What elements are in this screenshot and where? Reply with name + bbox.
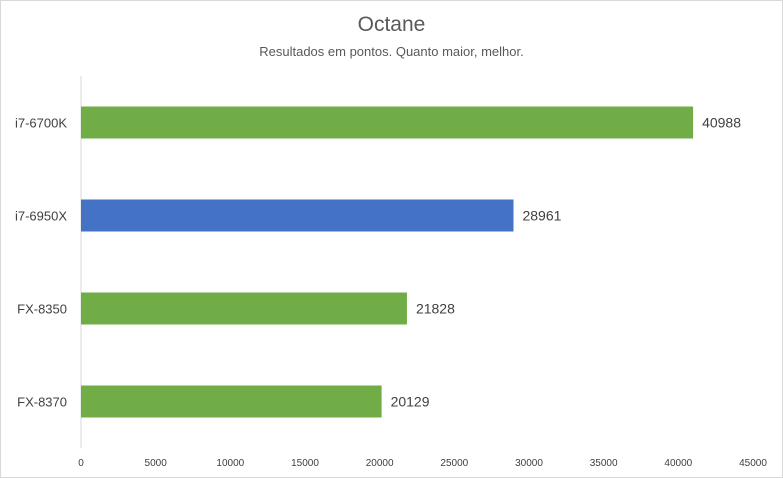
x-tick-label: 45000 (739, 458, 767, 469)
data-label: 20129 (391, 394, 430, 410)
x-tick-label: 15000 (291, 458, 319, 469)
bar-fx-8370 (81, 385, 382, 418)
category-label: i7-6950X (15, 209, 67, 224)
x-tick-label: 5000 (145, 458, 168, 469)
bar-i7-6950x (81, 199, 514, 232)
data-label: 40988 (702, 115, 741, 131)
bar-i7-6700k (81, 106, 694, 139)
data-label: 21828 (416, 301, 455, 317)
x-tick-label: 30000 (515, 458, 543, 469)
chart-title: Octane (357, 13, 426, 36)
category-label: i7-6700K (15, 116, 67, 131)
chart-subtitle: Resultados em pontos. Quanto maior, melh… (259, 44, 524, 59)
x-tick-label: 10000 (216, 458, 244, 469)
x-tick-label: 35000 (590, 458, 618, 469)
data-label: 28961 (522, 208, 561, 224)
category-label: FX-8350 (17, 302, 67, 317)
bar-fx-8350 (81, 292, 407, 325)
x-tick-label: 0 (78, 458, 84, 469)
x-tick-label: 25000 (440, 458, 468, 469)
x-tick-label: 40000 (664, 458, 692, 469)
x-tick-label: 20000 (366, 458, 394, 469)
category-label: FX-8370 (17, 395, 67, 410)
